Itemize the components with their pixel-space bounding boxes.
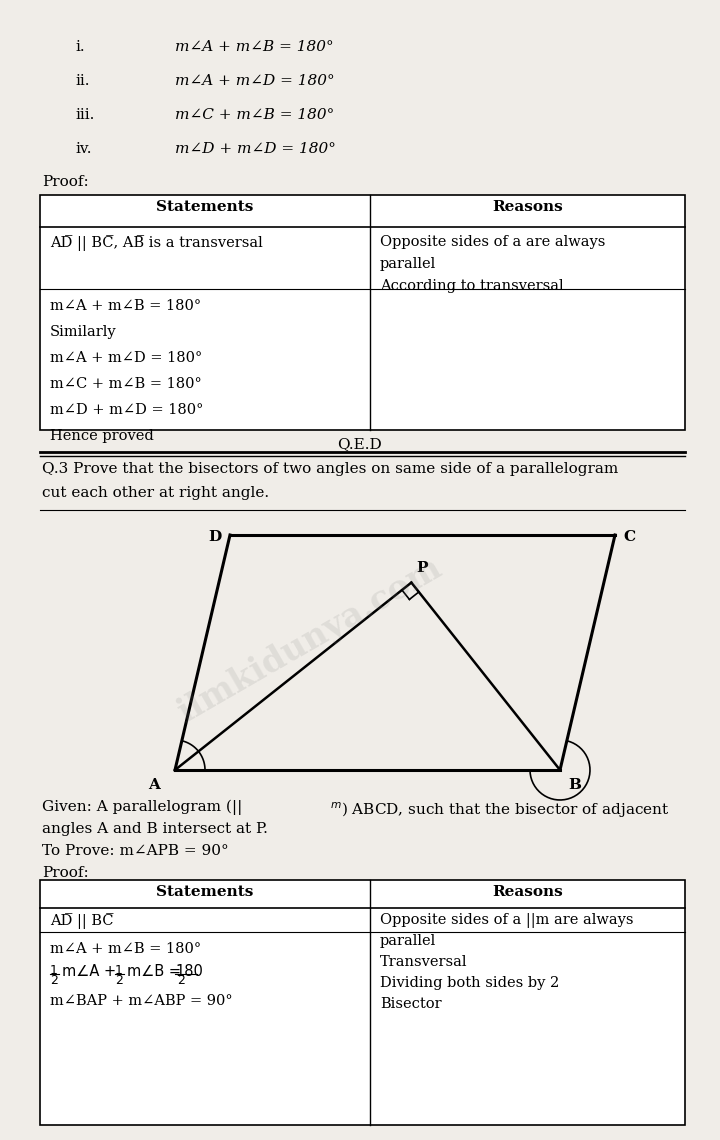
Text: 2: 2 (115, 974, 123, 987)
Text: Similarly: Similarly (50, 325, 117, 339)
Text: m∠BAP + m∠ABP = 90°: m∠BAP + m∠ABP = 90° (50, 994, 233, 1008)
Text: parallel: parallel (380, 256, 436, 271)
Text: m∠B =: m∠B = (127, 964, 181, 979)
Text: m∠A + m∠D = 180°: m∠A + m∠D = 180° (50, 351, 202, 365)
Text: Transversal: Transversal (380, 955, 467, 969)
Text: m∠D + m∠D = 180°: m∠D + m∠D = 180° (175, 142, 336, 156)
Text: Opposite sides of a ||m are always: Opposite sides of a ||m are always (380, 913, 634, 928)
Text: 2: 2 (50, 974, 58, 987)
Text: ii.: ii. (75, 74, 89, 88)
Text: m∠A + m∠B = 180°: m∠A + m∠B = 180° (50, 942, 201, 956)
Text: 2: 2 (177, 974, 185, 987)
Text: parallel: parallel (380, 934, 436, 948)
Text: angles A and B intersect at P.: angles A and B intersect at P. (42, 822, 268, 836)
Text: m∠A + m∠B = 180°: m∠A + m∠B = 180° (50, 299, 201, 314)
Text: m∠C + m∠B = 180°: m∠C + m∠B = 180° (175, 108, 334, 122)
Text: Dividing both sides by 2: Dividing both sides by 2 (380, 976, 559, 990)
Text: D: D (209, 530, 222, 544)
Text: AD̅ || BC̅: AD̅ || BC̅ (50, 913, 114, 929)
Text: m∠A + m∠D = 180°: m∠A + m∠D = 180° (175, 74, 335, 88)
Text: i.: i. (75, 40, 85, 54)
Text: m∠D + m∠D = 180°: m∠D + m∠D = 180° (50, 404, 203, 417)
Bar (40, 880, 685, 1125)
Bar (40, 195, 685, 430)
Text: Q.3 Prove that the bisectors of two angles on same side of a parallelogram: Q.3 Prove that the bisectors of two angl… (42, 462, 618, 477)
Text: To Prove: m∠APB = 90°: To Prove: m∠APB = 90° (42, 844, 229, 858)
Text: ilmkidunya.com: ilmkidunya.com (172, 551, 448, 730)
Text: Statements: Statements (156, 885, 253, 899)
Text: m∠A +: m∠A + (62, 964, 116, 979)
Text: Reasons: Reasons (492, 200, 563, 214)
Text: B: B (568, 777, 581, 792)
Text: According to transversal: According to transversal (380, 279, 564, 293)
Text: A: A (148, 777, 160, 792)
Text: m∠A + m∠B = 180°: m∠A + m∠B = 180° (175, 40, 333, 54)
Text: 180: 180 (175, 964, 203, 979)
Text: Hence proved: Hence proved (50, 429, 154, 443)
Text: Given: A parallelogram (||: Given: A parallelogram (|| (42, 800, 243, 815)
Text: AD̅ || BC̅, AB̅ is a transversal: AD̅ || BC̅, AB̅ is a transversal (50, 235, 263, 251)
Text: $^{m}$) ABCD, such that the bisector of adjacent: $^{m}$) ABCD, such that the bisector of … (330, 800, 670, 820)
Text: Opposite sides of a are always: Opposite sides of a are always (380, 235, 606, 249)
Text: Reasons: Reasons (492, 885, 563, 899)
Text: iv.: iv. (75, 142, 91, 156)
Text: 1: 1 (50, 964, 58, 977)
Text: P: P (416, 561, 428, 575)
Text: Bisector: Bisector (380, 998, 441, 1011)
Text: Proof:: Proof: (42, 866, 89, 880)
Text: iii.: iii. (75, 108, 94, 122)
Text: m∠C + m∠B = 180°: m∠C + m∠B = 180° (50, 377, 202, 391)
Text: 1: 1 (115, 964, 123, 977)
Text: cut each other at right angle.: cut each other at right angle. (42, 486, 269, 500)
Text: Statements: Statements (156, 200, 253, 214)
Text: C: C (623, 530, 635, 544)
Text: Q.E.D: Q.E.D (338, 437, 382, 451)
Text: Proof:: Proof: (42, 176, 89, 189)
